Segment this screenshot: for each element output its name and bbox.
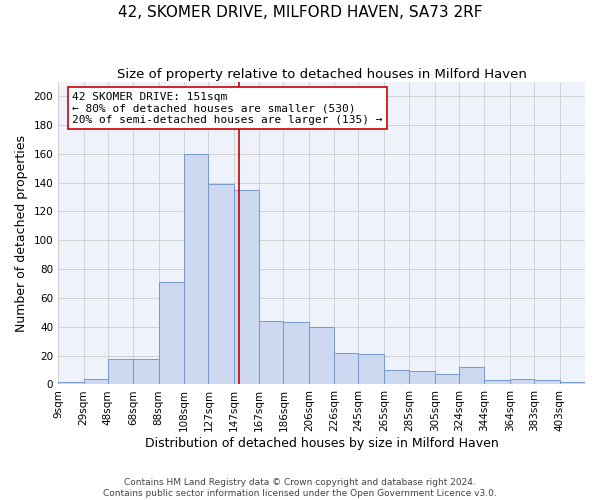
Bar xyxy=(158,282,184,384)
Bar xyxy=(459,367,484,384)
Bar xyxy=(108,358,133,384)
Bar xyxy=(435,374,459,384)
Bar xyxy=(283,322,309,384)
Bar xyxy=(184,154,208,384)
X-axis label: Distribution of detached houses by size in Milford Haven: Distribution of detached houses by size … xyxy=(145,437,499,450)
Y-axis label: Number of detached properties: Number of detached properties xyxy=(15,134,28,332)
Text: 42, SKOMER DRIVE, MILFORD HAVEN, SA73 2RF: 42, SKOMER DRIVE, MILFORD HAVEN, SA73 2R… xyxy=(118,5,482,20)
Bar xyxy=(334,352,358,384)
Bar xyxy=(510,378,534,384)
Title: Size of property relative to detached houses in Milford Haven: Size of property relative to detached ho… xyxy=(116,68,527,80)
Bar xyxy=(58,382,83,384)
Bar xyxy=(309,327,334,384)
Bar xyxy=(83,378,108,384)
Bar xyxy=(234,190,259,384)
Bar xyxy=(384,370,409,384)
Bar xyxy=(560,382,585,384)
Bar xyxy=(259,321,283,384)
Bar xyxy=(484,380,510,384)
Bar xyxy=(409,372,435,384)
Bar xyxy=(133,358,158,384)
Bar xyxy=(534,380,560,384)
Bar xyxy=(358,354,384,384)
Text: 42 SKOMER DRIVE: 151sqm
← 80% of detached houses are smaller (530)
20% of semi-d: 42 SKOMER DRIVE: 151sqm ← 80% of detache… xyxy=(72,92,383,125)
Text: Contains HM Land Registry data © Crown copyright and database right 2024.
Contai: Contains HM Land Registry data © Crown c… xyxy=(103,478,497,498)
Bar xyxy=(208,184,234,384)
